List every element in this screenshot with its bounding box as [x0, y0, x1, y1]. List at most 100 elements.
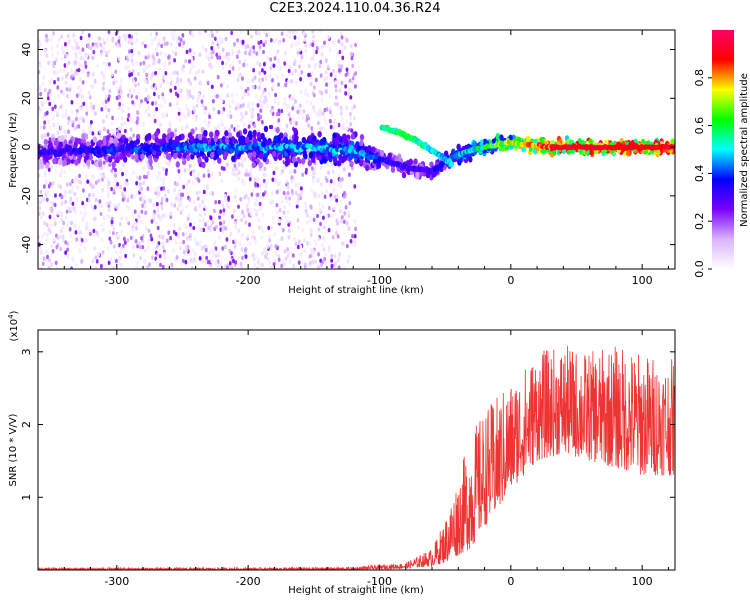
spectrogram-noise-cell: [102, 216, 106, 221]
spectrogram-noise-cell: [132, 194, 136, 199]
spectrogram-noise-cell: [118, 101, 122, 107]
colorbar-tick-label: 0.8: [693, 69, 706, 87]
spectrogram-noise-cell: [276, 49, 280, 54]
spectrogram-noise-cell: [267, 31, 271, 37]
spectrogram-noise-cell: [173, 30, 176, 34]
spectrogram-noise-cell: [297, 41, 300, 46]
spectrogram-noise-cell: [101, 86, 105, 91]
spectrogram-noise-cell: [82, 118, 85, 123]
spectrogram-noise-cell: [95, 259, 99, 264]
spectrogram-noise-cell: [158, 67, 162, 72]
spectrogram-noise-cell: [164, 111, 168, 117]
spectrogram-noise-cell: [243, 91, 247, 97]
spectrogram-noise-cell: [132, 253, 136, 258]
spectrogram-noise-cell: [165, 238, 169, 243]
spectrogram-noise-cell: [326, 64, 330, 70]
spectrogram-noise-cell: [212, 253, 215, 258]
spectrogram-noise-cell: [223, 193, 227, 199]
spectrogram-noise-cell: [161, 112, 165, 117]
spectrogram-noise-cell: [45, 197, 49, 202]
spectrogram-noise-cell: [225, 202, 229, 208]
spectrogram-noise-cell: [254, 254, 258, 259]
spectrogram-noise-cell: [134, 239, 138, 244]
spectrogram-noise-cell: [45, 38, 49, 43]
spectrogram-ridge-cell: [334, 139, 340, 147]
spectrogram-ridge-cell: [256, 131, 262, 139]
spectrogram-noise-cell: [163, 255, 167, 261]
spectrogram-noise-cell: [203, 244, 207, 249]
spectrogram-noise-cell: [137, 50, 141, 56]
spectrogram-noise-cell: [131, 100, 135, 105]
spectrogram-noise-cell: [324, 89, 328, 94]
spectrogram-noise-cell: [114, 250, 118, 255]
spectrogram-noise-cell: [180, 261, 184, 267]
spectrogram-noise-cell: [274, 244, 278, 249]
spectrogram-noise-cell: [265, 103, 269, 109]
spectrogram-ridge-cell: [224, 150, 229, 157]
spectrogram-noise-cell: [65, 53, 69, 58]
spectrogram-noise-cell: [162, 251, 166, 257]
spectrogram-noise-cell: [225, 52, 229, 57]
spectrogram-noise-cell: [299, 90, 303, 95]
spectrogram-noise-cell: [70, 220, 74, 226]
spectrogram-noise-cell: [104, 99, 108, 104]
spectrogram-noise-cell: [221, 246, 225, 251]
spectrogram-noise-cell: [170, 71, 174, 76]
spectrogram-noise-cell: [77, 67, 81, 73]
spectrogram-noise-cell: [56, 77, 60, 82]
spectrogram-noise-cell: [312, 93, 316, 98]
spectrogram-ridge-cell: [177, 152, 182, 159]
spectrogram-noise-cell: [62, 220, 66, 226]
spectrogram-noise-cell: [112, 226, 116, 231]
spectrogram-noise-cell: [259, 195, 263, 201]
spectrogram-noise-cell: [262, 90, 266, 95]
spectrogram-noise-cell: [89, 231, 92, 237]
spectrogram-noise-cell: [228, 261, 232, 266]
spectrogram-ridge-cell: [60, 135, 65, 142]
spectrogram-noise-cell: [155, 52, 159, 57]
spectrogram-noise-cell: [46, 254, 49, 260]
spectrogram-noise-cell: [311, 259, 315, 264]
spectrogram-noise-cell: [341, 55, 345, 61]
spectrogram-ridge-cell: [166, 133, 172, 140]
spectrogram-noise-cell: [73, 38, 76, 43]
spectrogram-noise-cell: [139, 255, 143, 261]
spectrogram-noise-cell: [320, 97, 324, 103]
spectrogram-ridge-cell: [227, 132, 233, 139]
spectrogram-noise-cell: [343, 45, 347, 51]
spectrogram-noise-cell: [146, 264, 150, 269]
spectrogram-noise-cell: [53, 202, 57, 208]
spectrogram-noise-cell: [327, 35, 331, 40]
spectrogram-noise-cell: [339, 42, 343, 47]
spectrogram-noise-cell: [143, 259, 146, 264]
spectrogram-noise-cell: [337, 173, 340, 178]
spectrogram-noise-cell: [303, 264, 307, 269]
spectrogram-noise-cell: [317, 252, 320, 257]
spectrogram-noise-cell: [317, 193, 321, 198]
spectrogram-noise-cell: [269, 38, 273, 43]
spectrogram-noise-cell: [216, 39, 220, 45]
spectrogram-noise-cell: [314, 77, 318, 83]
spectrogram-noise-cell: [283, 249, 287, 254]
spectrogram-noise-cell: [63, 63, 67, 68]
spectrogram-noise-cell: [60, 34, 64, 39]
spectrogram-ridge-cell: [259, 151, 264, 159]
spectrogram-noise-cell: [197, 68, 201, 74]
spectrogram-noise-cell: [216, 263, 220, 269]
spectrogram-noise-cell: [348, 111, 352, 117]
spectrogram-noise-cell: [178, 189, 182, 194]
spectrogram-noise-cell: [64, 134, 67, 139]
spectrogram-noise-cell: [207, 56, 211, 62]
spectrogram-noise-cell: [243, 58, 247, 63]
spectrogram-noise-cell: [50, 208, 54, 214]
spectrogram-noise-cell: [126, 218, 130, 223]
spectrogram-ridge-cell: [144, 134, 150, 141]
spectrogram-noise-cell: [74, 223, 78, 228]
spectrogram-noise-cell: [178, 88, 182, 93]
spectrogram-noise-cell: [237, 49, 241, 55]
spectrogram-ridge-cell: [204, 156, 209, 163]
spectrogram-noise-cell: [178, 107, 181, 113]
spectrogram-noise-cell: [168, 60, 171, 66]
spectrogram-noise-cell: [180, 126, 184, 131]
spectrogram-noise-cell: [286, 181, 290, 187]
